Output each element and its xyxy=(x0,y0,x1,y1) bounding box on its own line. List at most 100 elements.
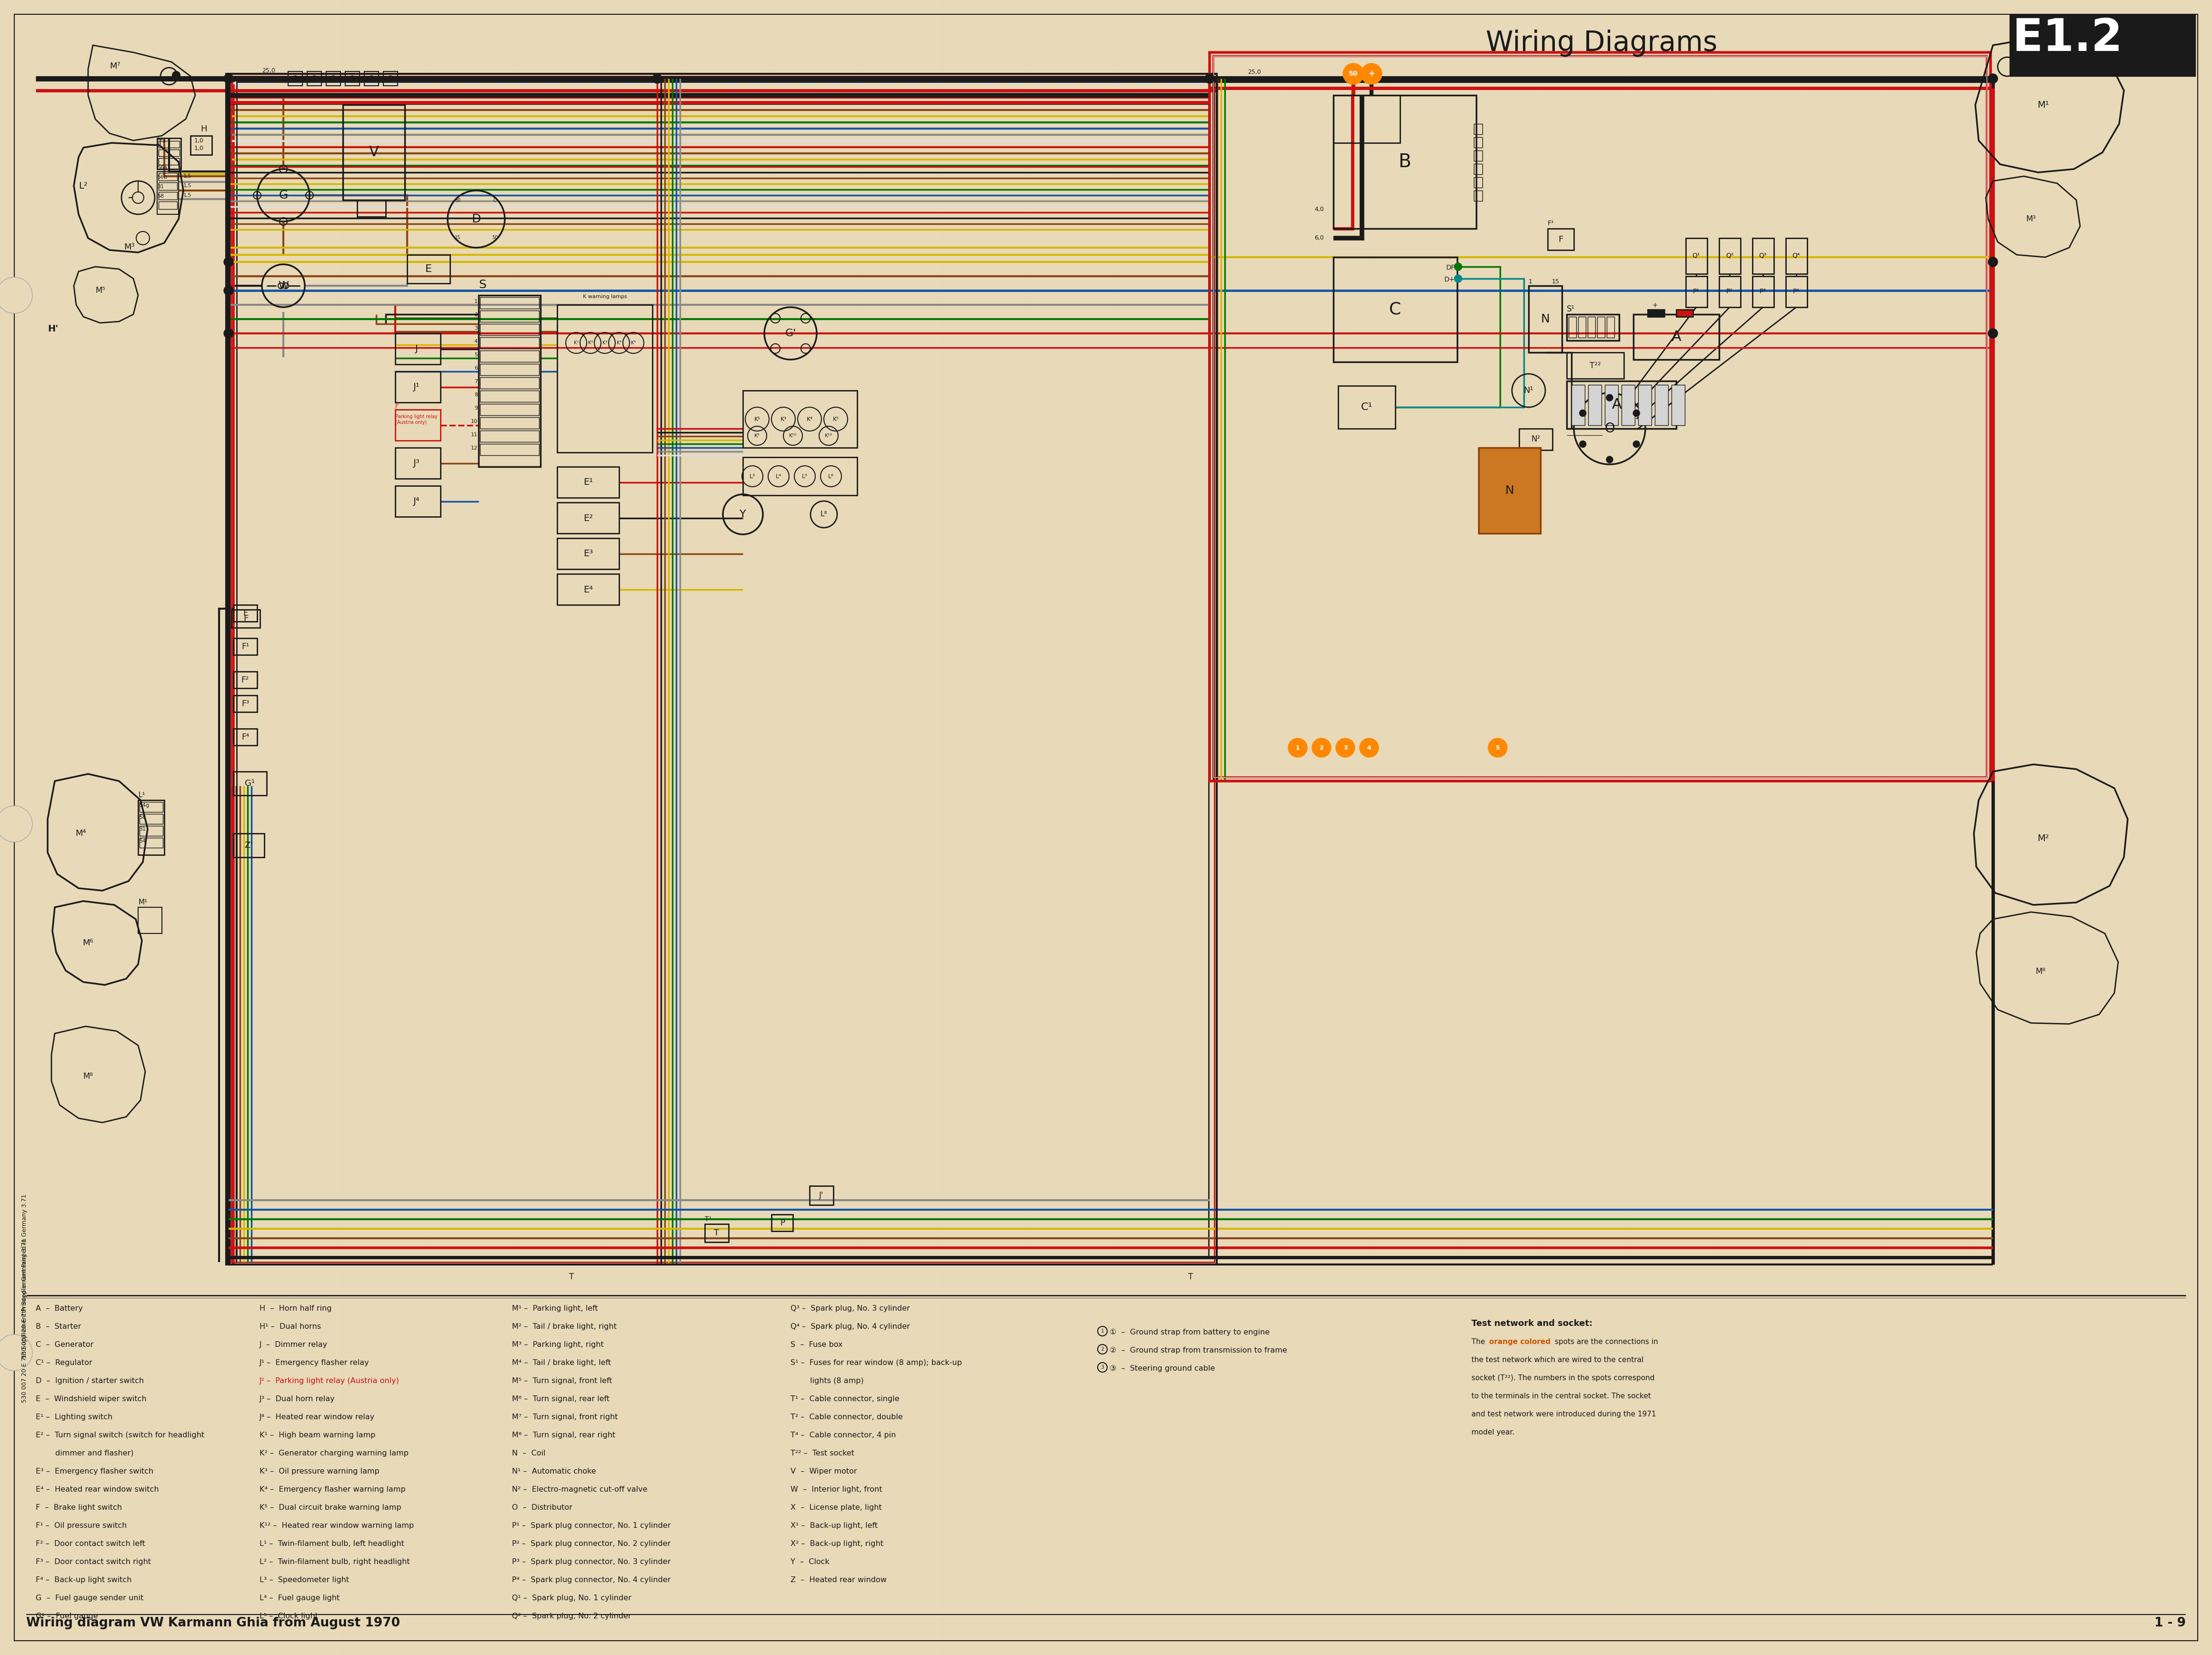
Text: C¹ –  Regulator: C¹ – Regulator xyxy=(35,1359,93,1367)
Text: K²: K² xyxy=(588,341,593,346)
Text: 3: 3 xyxy=(1102,1365,1104,1370)
Text: 3: 3 xyxy=(1343,745,1347,751)
Bar xyxy=(1686,238,1708,273)
Bar xyxy=(480,338,540,349)
Text: C: C xyxy=(493,199,495,204)
Bar xyxy=(2011,15,2194,76)
Text: M³: M³ xyxy=(2026,215,2035,223)
Text: E⁴: E⁴ xyxy=(584,586,593,594)
Text: M³: M³ xyxy=(124,243,135,252)
Bar xyxy=(1334,96,1475,228)
Bar xyxy=(480,377,540,389)
Text: T² –  Cable connector, double: T² – Cable connector, double xyxy=(790,1413,902,1420)
Bar xyxy=(159,159,179,166)
Text: T²: T² xyxy=(157,139,166,146)
Bar xyxy=(288,71,303,86)
Text: 1,0: 1,0 xyxy=(195,137,204,144)
Text: 11: 11 xyxy=(471,432,478,437)
Bar xyxy=(325,71,341,86)
Text: N¹ –  Automatic choke: N¹ – Automatic choke xyxy=(511,1468,595,1475)
Text: 1 - 9: 1 - 9 xyxy=(2154,1617,2185,1629)
Text: F⁴: F⁴ xyxy=(241,733,250,741)
Bar xyxy=(159,141,179,147)
Circle shape xyxy=(387,76,394,81)
Bar xyxy=(230,76,1214,1263)
Bar xyxy=(480,417,540,429)
Text: L² –  Twin-filament bulb, right headlight: L² – Twin-filament bulb, right headlight xyxy=(259,1559,409,1566)
Bar xyxy=(1473,177,1482,187)
Circle shape xyxy=(1206,74,1214,83)
Text: Wiring diagram VW Karmann Ghia from August 1970: Wiring diagram VW Karmann Ghia from Augu… xyxy=(27,1617,400,1629)
Text: M¹: M¹ xyxy=(137,899,148,905)
Text: P²: P² xyxy=(1725,288,1732,295)
Text: F³ –  Door contact switch right: F³ – Door contact switch right xyxy=(35,1559,150,1566)
Circle shape xyxy=(1989,74,1997,83)
Text: T²²: T²² xyxy=(1590,361,1601,371)
Bar xyxy=(396,449,440,478)
Text: N  –  Coil: N – Coil xyxy=(511,1450,546,1456)
Bar xyxy=(232,672,257,688)
Bar xyxy=(478,295,540,467)
Circle shape xyxy=(292,76,299,81)
Text: Q⁴ –  Spark plug, No. 4 cylinder: Q⁴ – Spark plug, No. 4 cylinder xyxy=(790,1322,909,1331)
Bar xyxy=(480,324,540,336)
Text: F  –  Brake light switch: F – Brake light switch xyxy=(35,1504,122,1511)
Text: Test network and socket:: Test network and socket: xyxy=(1471,1319,1593,1327)
Bar xyxy=(407,255,449,283)
Bar xyxy=(139,803,164,813)
Bar xyxy=(1597,316,1606,338)
Text: J¹ –  Emergency flasher relay: J¹ – Emergency flasher relay xyxy=(259,1359,369,1367)
Text: 1,5: 1,5 xyxy=(184,184,192,189)
Text: K² –  Generator charging warning lamp: K² – Generator charging warning lamp xyxy=(259,1450,409,1456)
Bar xyxy=(1588,316,1595,338)
Bar xyxy=(557,467,619,498)
Text: 530 007 20 E 7th Supplement Printed in Germany 3.71: 530 007 20 E 7th Supplement Printed in G… xyxy=(22,1238,29,1402)
Bar xyxy=(772,1215,792,1231)
Text: 4: 4 xyxy=(1367,745,1371,751)
Text: Q³: Q³ xyxy=(1759,253,1767,260)
Text: to the terminals in the central socket. The socket: to the terminals in the central socket. … xyxy=(1471,1392,1650,1400)
Text: J¹: J¹ xyxy=(414,382,420,392)
Bar xyxy=(1719,276,1741,308)
Text: G': G' xyxy=(785,329,796,338)
Text: 9: 9 xyxy=(473,405,478,410)
Text: P: P xyxy=(781,1218,785,1228)
Bar xyxy=(1473,164,1482,174)
Text: L³ –  Speedometer light: L³ – Speedometer light xyxy=(259,1577,349,1584)
Bar xyxy=(139,814,164,824)
Text: L⁵: L⁵ xyxy=(803,473,807,480)
Text: T¹ –  Cable connector, single: T¹ – Cable connector, single xyxy=(790,1395,900,1402)
Bar xyxy=(159,192,177,200)
Text: A  –  Battery: A – Battery xyxy=(35,1304,82,1312)
Circle shape xyxy=(1579,410,1586,417)
Text: 8: 8 xyxy=(473,392,478,397)
Text: E¹: E¹ xyxy=(584,478,593,487)
Text: Z  –  Heated rear window: Z – Heated rear window xyxy=(790,1577,887,1584)
Bar xyxy=(1785,276,1807,308)
Bar xyxy=(383,71,398,86)
Bar xyxy=(1473,137,1482,147)
Text: M⁵ –  Turn signal, front left: M⁵ – Turn signal, front left xyxy=(511,1377,613,1385)
Text: S  –  Fuse box: S – Fuse box xyxy=(790,1341,843,1349)
Text: L¹: L¹ xyxy=(137,791,146,799)
Text: A: A xyxy=(1672,331,1681,344)
Text: X² –  Back-up light, right: X² – Back-up light, right xyxy=(790,1541,883,1547)
Text: K¹²: K¹² xyxy=(825,434,832,439)
Text: 1,0: 1,0 xyxy=(195,146,204,152)
Bar xyxy=(345,71,361,86)
Bar xyxy=(137,907,161,933)
Text: (Austria only): (Austria only) xyxy=(396,420,427,425)
Text: 1,5: 1,5 xyxy=(184,194,192,197)
Bar xyxy=(480,351,540,362)
Text: M³ –  Parking light, right: M³ – Parking light, right xyxy=(511,1341,604,1349)
Text: H': H' xyxy=(49,324,58,333)
Text: M¹ –  Parking light, left: M¹ – Parking light, left xyxy=(511,1304,597,1312)
Text: K⁴ –  Emergency flasher warning lamp: K⁴ – Emergency flasher warning lamp xyxy=(259,1486,405,1493)
Bar xyxy=(343,104,405,200)
Text: F: F xyxy=(243,609,248,617)
Bar xyxy=(1639,386,1652,425)
Text: T¹: T¹ xyxy=(706,1216,712,1223)
Bar xyxy=(232,639,257,655)
Bar xyxy=(1588,386,1601,425)
Text: F² –  Door contact switch left: F² – Door contact switch left xyxy=(35,1541,146,1547)
